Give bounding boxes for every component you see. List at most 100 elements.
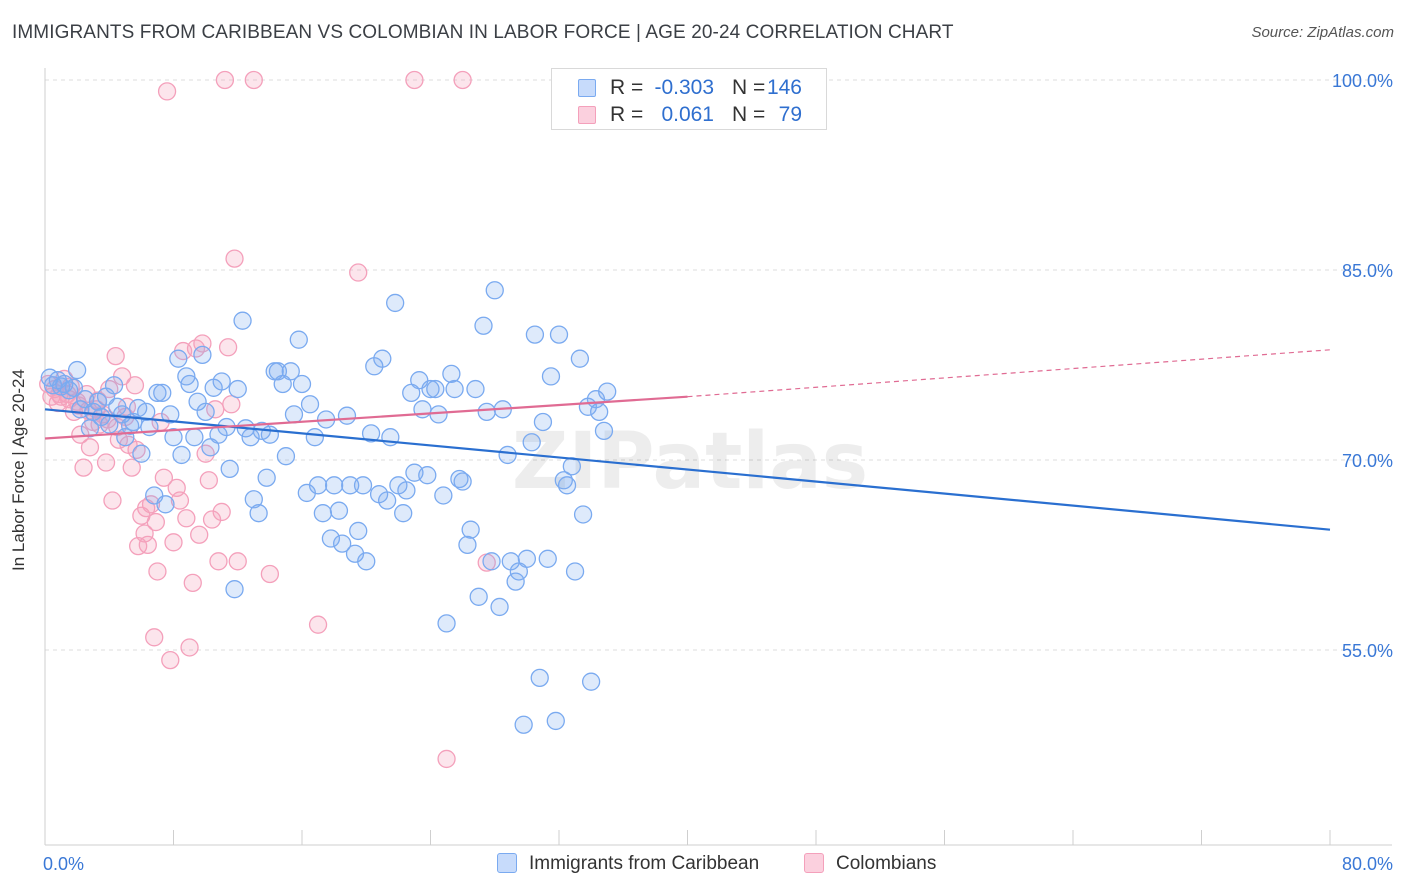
caribbean-point [220, 459, 239, 479]
caribbean-point [373, 349, 392, 368]
caribbean-legend-label: Immigrants from Caribbean [529, 853, 760, 874]
y-tick-label: 55.0% [1342, 641, 1393, 661]
axes [44, 68, 1392, 846]
caribbean-point [450, 469, 469, 489]
r-label: R = [610, 103, 644, 126]
caribbean-point [305, 428, 325, 447]
caribbean-point [485, 281, 504, 300]
caribbean-legend-swatch [497, 853, 517, 873]
caribbean-point [541, 367, 561, 386]
colombian-trend-extension [687, 349, 1331, 398]
caribbean-point [490, 597, 509, 617]
colombian-point [199, 471, 218, 490]
caribbean-point [397, 481, 416, 500]
colombian-point [225, 249, 244, 268]
colombian-point [228, 552, 247, 571]
colombian-point [148, 562, 167, 581]
n-label: N = [732, 103, 766, 126]
series-caribbean [40, 281, 617, 734]
caribbean-point [353, 476, 373, 495]
caribbean-point [517, 549, 537, 568]
r-value-caribbean: -0.303 [654, 76, 714, 99]
caribbean-point [349, 521, 368, 541]
caribbean-point [530, 668, 549, 688]
colombian-point [122, 458, 141, 477]
y-tick-label: 100.0% [1332, 71, 1393, 91]
caribbean-point [445, 379, 464, 399]
caribbean-point [260, 425, 280, 444]
colombian-point [405, 70, 424, 90]
r-label: R = [610, 76, 644, 99]
caribbean-point [434, 486, 453, 505]
colombian-point [215, 70, 235, 90]
caribbean-point [244, 490, 263, 509]
caribbean-point [514, 715, 533, 734]
caribbean-point [212, 372, 231, 391]
colombian-point [308, 615, 328, 634]
y-tick-label: 85.0% [1342, 261, 1393, 281]
colombian-point [96, 453, 116, 472]
caribbean-point [148, 383, 167, 403]
colombian-point [183, 573, 202, 593]
colombian-point [106, 346, 125, 366]
caribbean-swatch [578, 79, 596, 97]
colombian-point [177, 509, 196, 528]
caribbean-point [284, 405, 304, 424]
colombian-legend-label: Colombians [836, 853, 937, 874]
caribbean-point [418, 466, 437, 485]
caribbean-point [196, 402, 215, 422]
caribbean-point [164, 428, 183, 447]
caribbean-point [172, 445, 191, 465]
caribbean-point [590, 402, 609, 422]
legend-row-caribbean: R = -0.303 N = 146 [552, 74, 828, 100]
caribbean-point [565, 562, 585, 581]
chart-source: Source: ZipAtlas.com [1251, 24, 1394, 41]
caribbean-point [573, 505, 593, 524]
caribbean-point [276, 447, 296, 466]
caribbean-point [437, 614, 456, 633]
caribbean-point [233, 311, 252, 330]
caribbean-point [228, 379, 247, 399]
caribbean-point [477, 402, 496, 422]
caribbean-point [341, 476, 360, 495]
colombian-point [244, 70, 263, 90]
colombian-point [145, 628, 164, 647]
caribbean-point [289, 330, 308, 349]
caribbean-point [161, 405, 180, 424]
caribbean-point [557, 476, 577, 495]
caribbean-point [104, 376, 124, 395]
caribbean-point [257, 468, 276, 487]
colombian-point [80, 438, 100, 457]
colombian-trend-line [44, 395, 688, 440]
caribbean-point [469, 587, 488, 606]
caribbean-point [421, 379, 440, 399]
y-tick-label: 70.0% [1342, 451, 1393, 471]
caribbean-point [466, 379, 485, 399]
x-tick-label: 80.0% [1342, 854, 1393, 874]
colombian-point [138, 535, 157, 555]
n-value-caribbean: 146 [766, 76, 802, 99]
caribbean-point [525, 325, 545, 344]
colombian-point [209, 552, 228, 571]
caribbean-point [169, 349, 188, 368]
caribbean-point [185, 428, 204, 447]
caribbean-point [225, 580, 244, 599]
colombian-point [190, 525, 209, 544]
caribbean-point [426, 379, 445, 399]
caribbean-point [357, 552, 376, 571]
caribbean-point [461, 520, 480, 539]
caribbean-point [308, 476, 328, 495]
colombian-point [212, 502, 231, 522]
caribbean-point [329, 501, 349, 520]
colombian-point [202, 510, 222, 529]
caribbean-point [538, 549, 557, 568]
caribbean-point [321, 529, 341, 548]
caribbean-point [292, 374, 312, 394]
colombian-point [135, 524, 154, 543]
n-label: N = [732, 76, 766, 99]
colombian-point [170, 491, 190, 510]
x-tick-label: 0.0% [43, 854, 84, 874]
colombian-point [154, 468, 174, 487]
colombian-swatch [578, 106, 596, 124]
